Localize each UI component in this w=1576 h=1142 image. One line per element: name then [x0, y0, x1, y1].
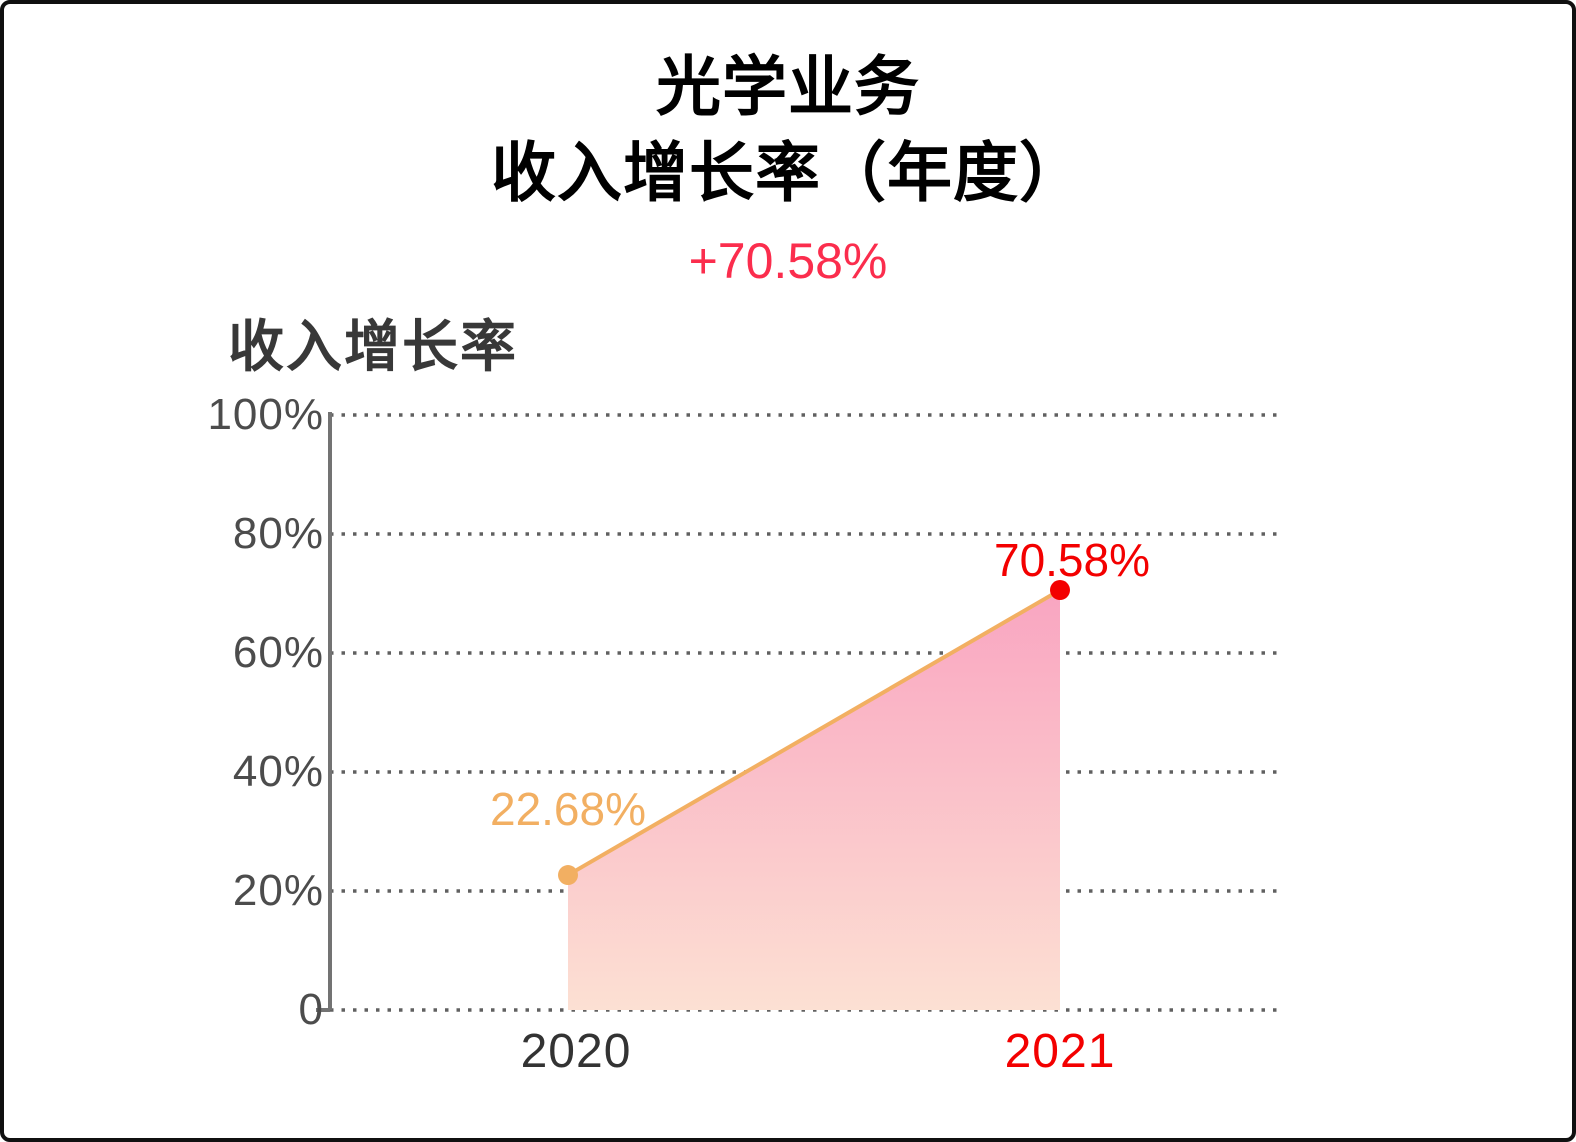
chart-subtitle: +70.58% [688, 233, 888, 289]
series-line [566, 588, 1062, 878]
area-polygon [568, 590, 1060, 1010]
y-tick-label-80%: 80% [232, 509, 324, 558]
point-label-2020: 22.68% [490, 783, 646, 835]
gridlines [330, 413, 1284, 1012]
x-tick-label-2020: 2020 [520, 1025, 632, 1078]
area-fill [568, 590, 1060, 1010]
data-labels: 22.68% 70.58% [490, 534, 1150, 835]
x-tick-label-2021: 2021 [1004, 1025, 1116, 1078]
point-label-2021: 70.58% [994, 534, 1150, 586]
chart-title-line2: 收入增长率（年度） [490, 136, 1085, 209]
y-tick-label-60%: 60% [232, 628, 324, 677]
y-tick-label-100%: 100% [207, 390, 324, 439]
data-line [566, 588, 1062, 878]
data-point-2021 [1050, 580, 1070, 601]
y-axis [316, 412, 332, 1012]
data-point-2020 [558, 865, 578, 886]
y-tick-label-40%: 40% [232, 747, 324, 796]
series-title: 收入增长率 [228, 315, 518, 378]
data-points [558, 580, 1070, 886]
chart-header: 光学业务 收入增长率（年度） +70.58% [0, 44, 1576, 290]
y-tick-label-0: 0 [298, 985, 324, 1034]
y-tick-label-20%: 20% [232, 866, 324, 915]
chart-title-line1: 光学业务 [655, 50, 920, 123]
